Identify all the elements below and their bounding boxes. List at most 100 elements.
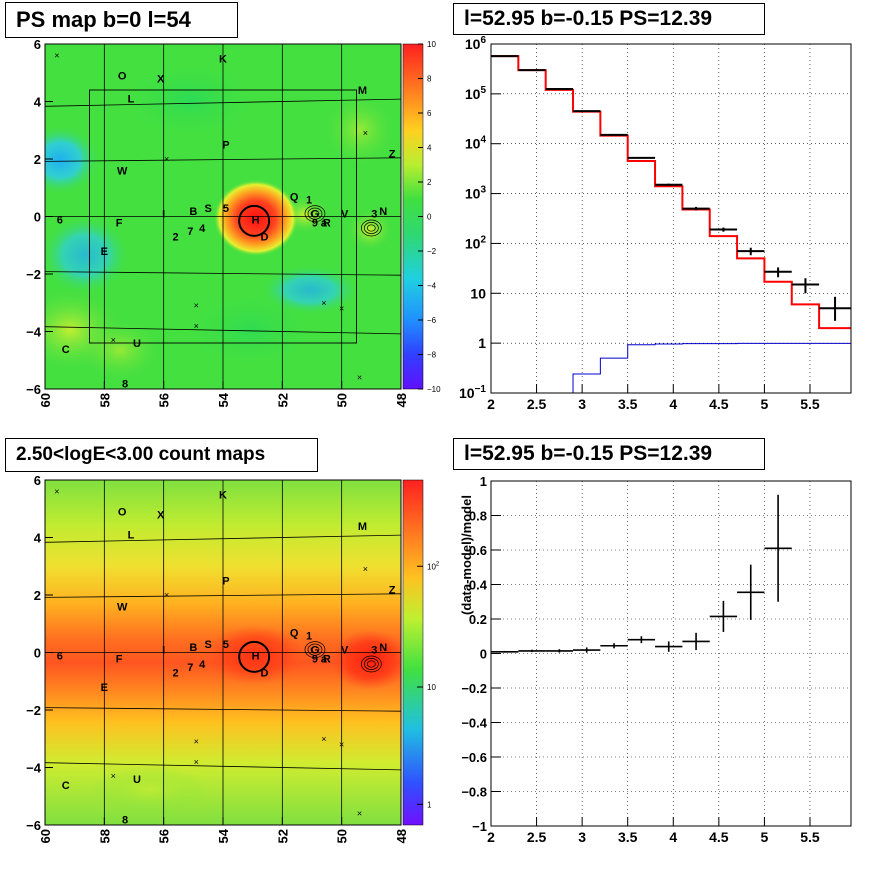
residual-y-tick-label: −0.4: [461, 716, 487, 731]
ps-source-circle: [238, 204, 271, 237]
ps-source-label: N: [379, 206, 387, 218]
cm-cross-marker: ×: [54, 487, 59, 497]
cm-x-tick-label: 50: [335, 829, 350, 843]
cm-grid-line-b: [44, 534, 402, 543]
residual-y-tick-label: 1: [480, 474, 487, 489]
cm-x-tick-label: 52: [275, 829, 290, 843]
count-map-title: 2.50<logE<3.00 count maps: [5, 438, 318, 472]
cm-contour-ring: [363, 658, 379, 670]
residual-y-axis-label: (data-model)/model: [459, 495, 474, 615]
residual-y-tick-label: −0.8: [461, 785, 487, 800]
ps-y-tick-label: −6: [26, 382, 41, 397]
cm-y-tick-label: 6: [34, 473, 41, 488]
ps-cross-marker: ×: [111, 335, 116, 345]
ps-y-tick-label: 4: [34, 95, 42, 110]
ps-source-label: O: [118, 71, 127, 83]
spectrum-x-tick-label: 2.5: [527, 396, 547, 412]
ps-map-title: PS map b=0 l=54: [5, 2, 238, 38]
ps-cross-marker: ×: [321, 298, 326, 308]
ps-source-label: G: [311, 209, 320, 221]
ps-map-x-ticks: 60 58 56 54 52 50 48: [38, 381, 409, 407]
cm-cross-marker: ×: [339, 740, 344, 750]
cm-source-label: F: [116, 653, 123, 665]
residual-y-tick-label: −0.6: [461, 750, 487, 765]
cm-x-tick-label: 48: [394, 829, 409, 843]
ps-y-tick-label: 6: [34, 37, 41, 52]
ps-source-label: Q: [290, 191, 299, 203]
count-map-y-ticks: 6 4 2 0 −2 −4 −6: [26, 473, 53, 833]
count-map-crosses: × × × × × × × × ×: [54, 487, 368, 819]
residual-y-tick-label: 0.4: [469, 578, 488, 593]
residual-x-tick-label: 4: [669, 829, 677, 845]
spectrum-x-ticks: 2 2.5 3 3.5 4 4.5 5 5.5: [487, 384, 820, 412]
spectrum-x-tick-label: 5: [761, 396, 769, 412]
residual-x-tick-label: 2.5: [527, 829, 547, 845]
ps-map-contours: [304, 205, 382, 237]
cm-cross-marker: ×: [357, 809, 362, 819]
ps-x-tick-label: 52: [275, 393, 290, 407]
ps-colorbar-tick-label: −10: [427, 385, 441, 394]
ps-map-source-circle: [238, 204, 271, 237]
ps-contour-ring: [360, 219, 382, 237]
cm-source-label: I: [162, 645, 165, 657]
cm-cross-marker: ×: [194, 757, 199, 767]
residual-x-ticks: 2 2.5 3 3.5 4 4.5 5 5.5: [487, 817, 820, 845]
ps-y-tick-label: −4: [26, 325, 42, 340]
cm-cross-marker: ×: [164, 590, 169, 600]
count-map-source-circle: [238, 640, 271, 673]
cm-source-label: W: [117, 602, 128, 614]
residual-y-tick-label: 0: [480, 647, 487, 662]
residual-y-tick-label: −1: [472, 819, 487, 834]
cm-source-label: 1: [306, 630, 312, 642]
cm-source-label: U: [133, 774, 141, 786]
ps-y-tick-label: 2: [34, 152, 41, 167]
cm-x-tick-label: 54: [216, 828, 231, 843]
count-map-source-labels: K O X M L P Z W Q 1 S 5 B Ga V N3 I 6 H 9 R F 472 D E U C 8: [57, 489, 396, 826]
ps-source-label: U: [133, 338, 141, 350]
ps-source-label: D: [261, 232, 269, 244]
spectrum-title: l=52.95 b=-0.15 PS=12.39: [453, 3, 765, 35]
count-map-colorbar: [402, 479, 424, 826]
ps-grid-line-b: [44, 326, 402, 335]
ps-map-roi-rect: [89, 89, 357, 344]
spectrum-y-tick-label: 104: [465, 135, 487, 152]
cm-contour-ring: [304, 641, 326, 658]
count-map-colorbar-ticks: 102 10 1: [417, 561, 440, 809]
cm-source-label: K: [219, 489, 227, 501]
cm-y-tick-label: −2: [26, 703, 41, 718]
ps-contour-ring: [363, 222, 379, 234]
cm-cross-marker: ×: [111, 771, 116, 781]
residual-data-points: [491, 494, 792, 653]
ps-source-label: B: [189, 206, 197, 218]
cm-source-label: D: [261, 668, 269, 680]
ps-x-tick-label: 50: [335, 393, 350, 407]
cm-x-tick-label: 58: [97, 829, 112, 843]
cm-colorbar-tick-label: 102: [427, 561, 440, 571]
cm-contour-ring: [307, 643, 323, 656]
ps-cross-marker: ×: [194, 321, 199, 331]
ps-source-label: F: [116, 217, 123, 229]
cm-y-tick-label: 2: [34, 588, 41, 603]
ps-colorbar-tick-label: 2: [427, 178, 432, 187]
ps-map-grid: [44, 44, 402, 389]
ps-contour-ring: [304, 205, 326, 222]
count-map-x-ticks: 60 58 56 54 52 50 48: [38, 817, 409, 843]
ps-source-label: K: [219, 53, 227, 65]
ps-x-tick-label: 58: [97, 393, 112, 407]
cm-source-label: L: [128, 530, 135, 542]
ps-x-tick-label: 48: [394, 393, 409, 407]
ps-colorbar-tick-label: 0: [427, 213, 432, 222]
cm-source-label: 6: [57, 650, 63, 662]
spectrum-y-tick-label: 10−1: [459, 384, 486, 401]
spectrum-y-tick-label: 106: [465, 35, 487, 52]
cm-x-tick-label: 56: [157, 829, 172, 843]
ps-source-label: H: [252, 214, 260, 226]
ps-map-roi-box: [89, 89, 357, 344]
spectrum-y-tick-label: 10: [470, 285, 486, 301]
ps-source-label: V: [341, 209, 349, 221]
ps-contour-ring: [366, 224, 376, 232]
cm-source-label: Q: [290, 627, 299, 639]
ps-source-label: S: [204, 203, 211, 215]
